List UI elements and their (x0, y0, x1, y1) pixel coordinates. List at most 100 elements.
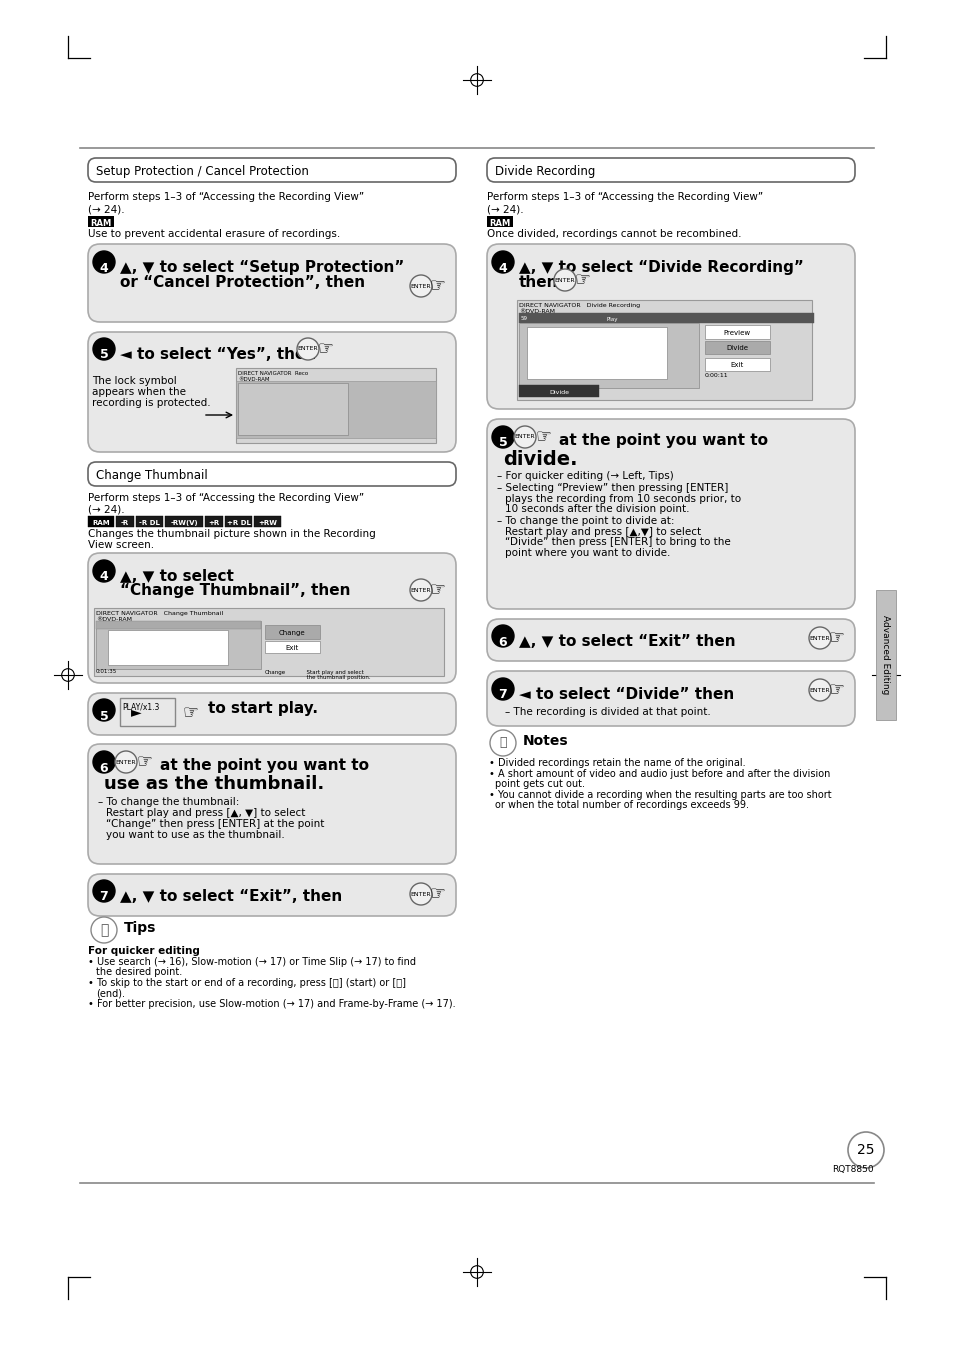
Text: • Use search (→ 16), Slow-motion (→ 17) or Time Slip (→ 17) to find: • Use search (→ 16), Slow-motion (→ 17) … (88, 957, 416, 967)
Text: ENTER: ENTER (554, 277, 575, 282)
Text: 5: 5 (99, 349, 109, 362)
Text: +RW: +RW (257, 520, 276, 526)
Text: 👤: 👤 (100, 923, 108, 938)
Text: ◄ to select “Yes”, then: ◄ to select “Yes”, then (120, 347, 315, 362)
Text: then: then (518, 276, 558, 290)
Text: plays the recording from 10 seconds prior, to: plays the recording from 10 seconds prio… (504, 494, 740, 504)
Circle shape (490, 730, 516, 757)
Circle shape (808, 680, 830, 701)
Text: to start play.: to start play. (208, 701, 317, 716)
Text: ☞: ☞ (575, 270, 591, 288)
FancyBboxPatch shape (88, 874, 456, 916)
Bar (235, 381, 436, 438)
Text: 6: 6 (498, 635, 507, 648)
Circle shape (492, 626, 514, 647)
Text: RAM: RAM (91, 219, 112, 227)
Text: ®DVD-RAM: ®DVD-RAM (96, 617, 132, 621)
Bar (205, 516, 223, 527)
Circle shape (808, 627, 830, 648)
Text: the thumbnail position.: the thumbnail position. (303, 676, 370, 680)
Bar (235, 367, 436, 443)
Text: – Selecting “Preview” then pressing [ENTER]: – Selecting “Preview” then pressing [ENT… (497, 484, 727, 493)
Text: View screen.: View screen. (88, 540, 154, 550)
Text: The lock symbol: The lock symbol (91, 376, 176, 386)
Circle shape (296, 338, 318, 359)
Text: (→ 24).: (→ 24). (486, 204, 523, 213)
Text: Divide Recording: Divide Recording (495, 166, 595, 178)
Text: 4: 4 (99, 262, 109, 274)
Text: Exit: Exit (285, 644, 298, 651)
Text: – For quicker editing (→ Left, Tips): – For quicker editing (→ Left, Tips) (497, 471, 673, 481)
Text: – To change the point to divide at:: – To change the point to divide at: (497, 516, 674, 526)
Text: +R DL: +R DL (226, 520, 251, 526)
Bar (165, 516, 203, 527)
Text: Perform steps 1–3 of “Accessing the Recording View”: Perform steps 1–3 of “Accessing the Reco… (486, 192, 762, 203)
Text: ENTER: ENTER (410, 892, 431, 897)
Text: • Divided recordings retain the name of the original.: • Divided recordings retain the name of … (489, 758, 745, 767)
Text: divide.: divide. (502, 450, 577, 469)
Bar (88, 516, 113, 527)
Text: ENTER: ENTER (410, 588, 431, 593)
Text: ☞: ☞ (317, 339, 334, 357)
Text: ▲, ▼ to select “Exit” then: ▲, ▼ to select “Exit” then (518, 634, 735, 648)
Circle shape (410, 884, 432, 905)
Circle shape (492, 678, 514, 700)
Bar (704, 358, 769, 372)
Text: ☞: ☞ (828, 680, 844, 698)
Text: ENTER: ENTER (115, 759, 136, 765)
Text: 6: 6 (99, 762, 109, 774)
Text: ☞: ☞ (137, 753, 152, 770)
Text: Preview: Preview (722, 330, 750, 336)
Circle shape (410, 276, 432, 297)
Bar (526, 327, 666, 380)
Text: “Change Thumbnail”, then: “Change Thumbnail”, then (120, 584, 350, 598)
Bar (518, 385, 598, 397)
Text: Divide: Divide (725, 345, 747, 351)
Circle shape (847, 1132, 883, 1169)
Bar (136, 516, 163, 527)
Bar (517, 300, 811, 400)
Text: ☞: ☞ (430, 884, 446, 902)
Text: • To skip to the start or end of a recording, press [⏮] (start) or [⏭]: • To skip to the start or end of a recor… (88, 978, 406, 988)
Text: Change: Change (265, 670, 286, 676)
Text: 59: 59 (520, 316, 527, 322)
Text: ENTER: ENTER (809, 688, 829, 693)
Circle shape (492, 426, 514, 449)
Text: point gets cut out.: point gets cut out. (495, 780, 584, 789)
Text: point where you want to divide.: point where you want to divide. (504, 549, 670, 558)
Text: use as the thumbnail.: use as the thumbnail. (104, 775, 324, 793)
Text: “Change” then press [ENTER] at the point: “Change” then press [ENTER] at the point (106, 819, 324, 830)
Bar (518, 323, 699, 388)
Text: ◄ to select “Divide” then: ◄ to select “Divide” then (518, 688, 734, 703)
Text: ENTER: ENTER (515, 435, 535, 439)
Circle shape (410, 580, 432, 601)
Text: DIRECT NAVIGATOR   Divide Recording: DIRECT NAVIGATOR Divide Recording (518, 303, 639, 308)
Text: -RW(V): -RW(V) (170, 520, 197, 526)
Text: ☞: ☞ (430, 580, 446, 598)
Text: or “Cancel Protection”, then: or “Cancel Protection”, then (120, 276, 365, 290)
Text: 📓: 📓 (498, 736, 506, 750)
Bar (265, 626, 319, 639)
Text: ▲, ▼ to select “Exit”, then: ▲, ▼ to select “Exit”, then (120, 889, 342, 904)
Text: (→ 24).: (→ 24). (88, 204, 125, 213)
Circle shape (492, 251, 514, 273)
Circle shape (92, 751, 115, 773)
Bar (225, 516, 252, 527)
FancyBboxPatch shape (88, 693, 456, 735)
Text: DIRECT NAVIGATOR   Change Thumbnail: DIRECT NAVIGATOR Change Thumbnail (96, 611, 223, 616)
Text: 5: 5 (99, 709, 109, 723)
Text: • You cannot divide a recording when the resulting parts are too short: • You cannot divide a recording when the… (489, 790, 831, 800)
Text: Tips: Tips (124, 921, 156, 935)
Circle shape (92, 561, 115, 582)
Text: Setup Protection / Cancel Protection: Setup Protection / Cancel Protection (96, 166, 309, 178)
Text: 25: 25 (857, 1143, 874, 1156)
Text: 10 seconds after the division point.: 10 seconds after the division point. (504, 504, 689, 513)
Bar (120, 698, 174, 725)
Text: -R DL: -R DL (139, 520, 160, 526)
Text: you want to use as the thumbnail.: you want to use as the thumbnail. (106, 830, 284, 840)
Text: 7: 7 (498, 689, 507, 701)
Text: Once divided, recordings cannot be recombined.: Once divided, recordings cannot be recom… (486, 230, 740, 239)
Text: Start play and select: Start play and select (303, 670, 363, 676)
Text: ►: ► (131, 705, 141, 719)
Text: DIRECT NAVIGATOR  Reco: DIRECT NAVIGATOR Reco (237, 372, 308, 376)
